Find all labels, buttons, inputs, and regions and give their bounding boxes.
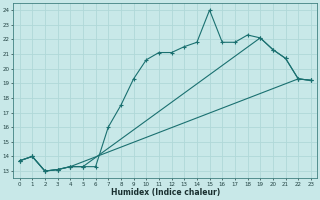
- X-axis label: Humidex (Indice chaleur): Humidex (Indice chaleur): [111, 188, 220, 197]
